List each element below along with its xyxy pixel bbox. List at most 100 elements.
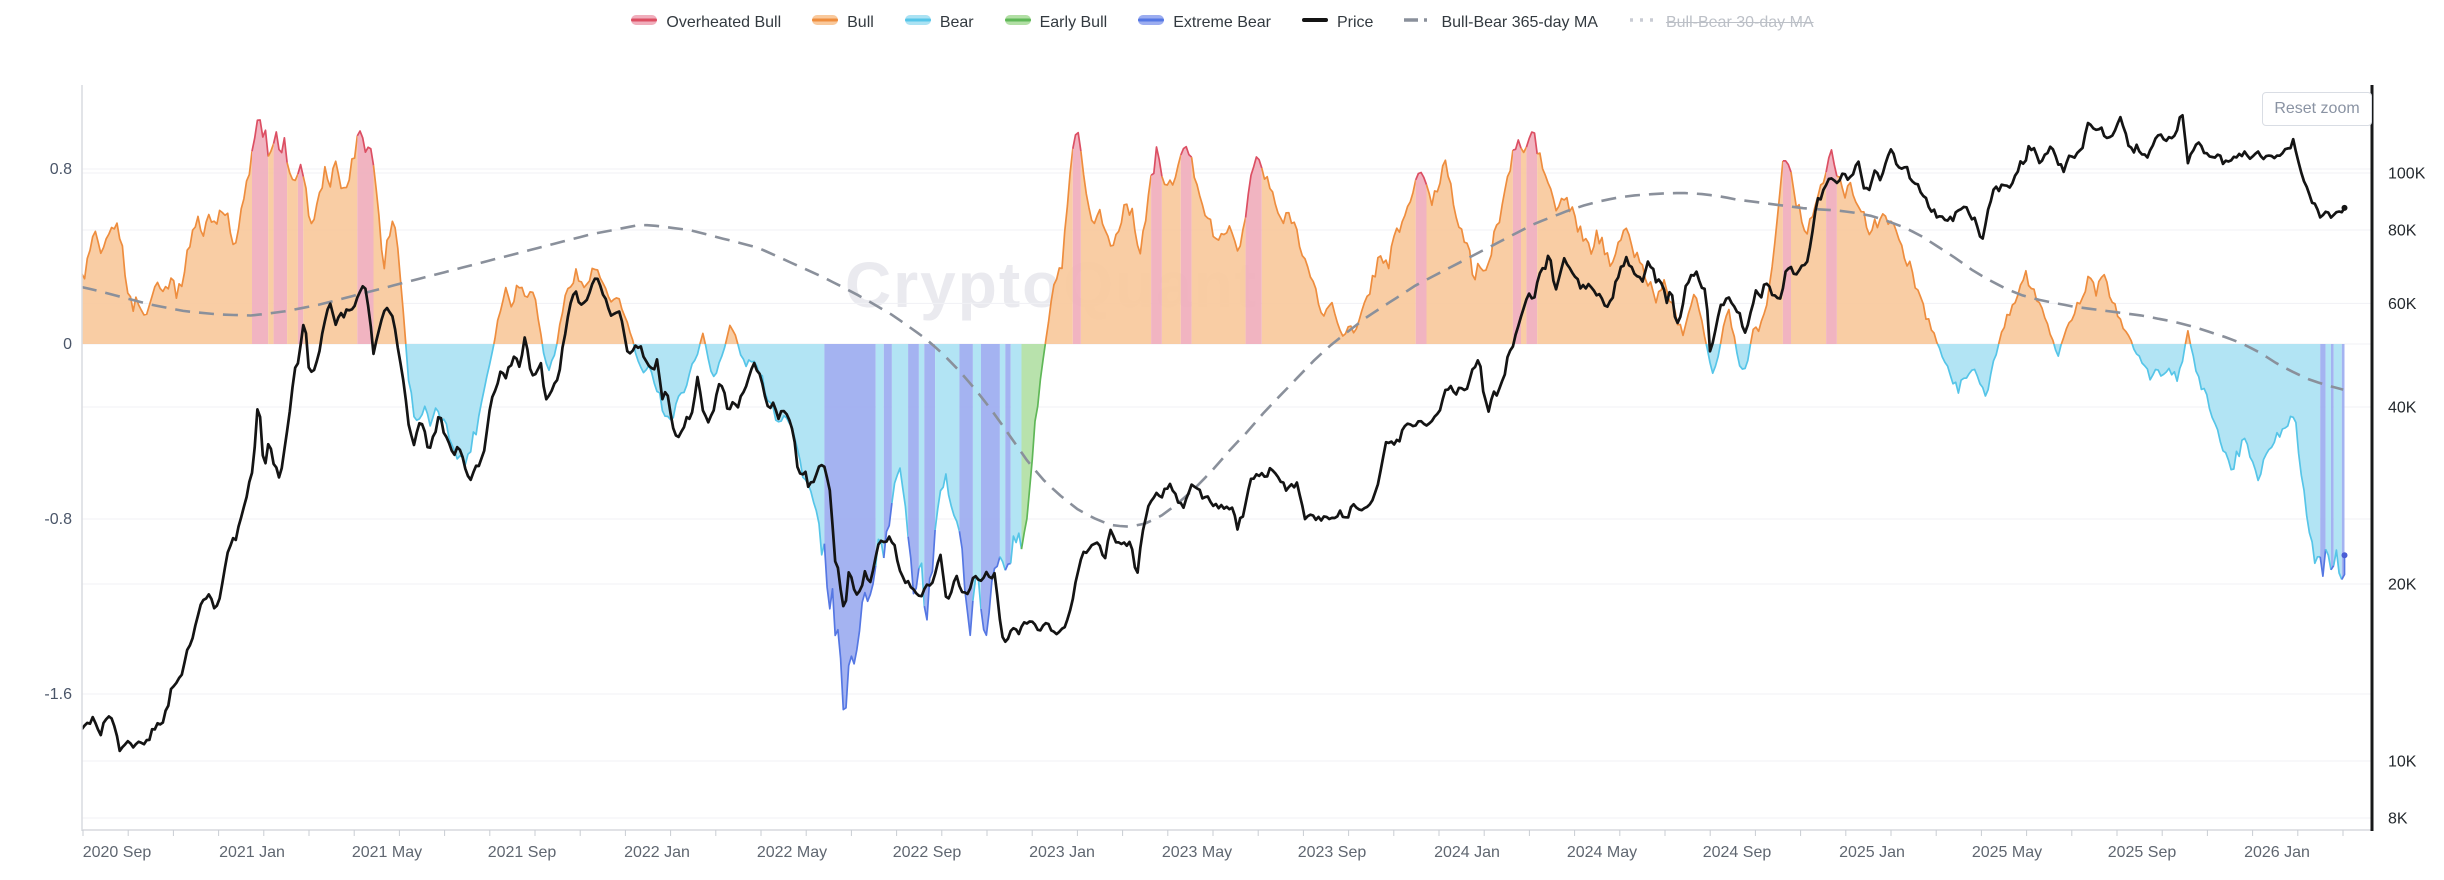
bull-line: [267, 143, 275, 157]
bear-line: [1009, 532, 1023, 564]
bull-area: [1080, 151, 1152, 344]
overheated-line: [1782, 160, 1792, 173]
legend-item-extreme-bear[interactable]: Extreme Bear: [1137, 13, 1271, 32]
bull-area: [556, 268, 634, 344]
x-axis-label: 2020 Sep: [83, 844, 152, 861]
bull-line: [493, 284, 544, 345]
bear-line: [2332, 549, 2343, 580]
bull-area: [1045, 148, 1073, 344]
right-axis-label: 100K: [2388, 166, 2426, 183]
bull-line: [1997, 269, 2055, 345]
early-line: [1020, 343, 1047, 550]
bull-line: [1260, 167, 1417, 337]
bear-line: [2131, 343, 2187, 383]
legend-swatch-price-icon: [1301, 13, 1329, 32]
bull-area: [725, 325, 738, 344]
bull-area: [1426, 150, 1513, 344]
bear-area: [542, 344, 557, 371]
overheated-area: [1180, 146, 1192, 344]
ma365-line: [82, 191, 2344, 528]
extreme-line: [823, 543, 877, 711]
bear-area: [2053, 344, 2062, 357]
legend-swatch-bull-bear-365-day-ma-icon: [1403, 13, 1433, 32]
legend-label: Price: [1337, 13, 1374, 31]
bull-line: [1719, 308, 1737, 345]
extreme-area: [883, 344, 892, 558]
legend-item-price[interactable]: Price: [1301, 13, 1373, 32]
legend-item-bull-bear-30-day-ma[interactable]: Bull-Bear 30-day MA: [1628, 13, 1814, 32]
extreme-area: [959, 344, 973, 636]
bear-area: [935, 344, 960, 532]
bull-line: [1080, 151, 1152, 255]
right-axis-label: 80K: [2388, 223, 2417, 240]
overheated-line: [1414, 171, 1428, 185]
legend-item-bull-bear-365-day-ma[interactable]: Bull-Bear 365-day MA: [1403, 13, 1598, 32]
extreme-line: [2341, 555, 2346, 580]
x-axis-label: 2022 Sep: [893, 844, 962, 861]
extreme-area: [824, 344, 876, 710]
bull-area: [2061, 274, 2133, 344]
bull-area: [1836, 176, 1938, 344]
x-axis-label: 2021 Jan: [219, 844, 285, 861]
bull-line: [1161, 154, 1182, 186]
extreme-line: [2330, 565, 2335, 571]
extreme-area: [2341, 344, 2345, 580]
overheated-line: [1071, 131, 1082, 152]
legend-item-bear[interactable]: Bear: [904, 13, 974, 32]
overheated-area: [1245, 157, 1262, 344]
extreme-area: [2320, 344, 2326, 577]
right-axis-label: 8K: [2388, 811, 2408, 828]
bull-area: [1161, 155, 1181, 344]
x-axis-label: 2023 May: [1162, 844, 1232, 861]
extreme-area: [2331, 344, 2334, 570]
legend-swatch-overheated-bull-icon: [630, 13, 658, 32]
bull-line: [1044, 148, 1074, 345]
x-axis-label: 2024 Sep: [1703, 844, 1772, 861]
overheated-line: [1512, 139, 1522, 151]
left-axis-label: 0: [63, 336, 72, 353]
legend-swatch-extreme-bear-icon: [1137, 13, 1165, 32]
extreme-area: [924, 344, 936, 620]
bear-area: [2333, 344, 2342, 580]
left-axis-label: -1.6: [44, 686, 72, 703]
bull-area: [1261, 168, 1416, 344]
overheated-area: [1826, 149, 1837, 344]
legend-swatch-bull-bear-30-day-ma-icon: [1628, 13, 1658, 32]
x-axis-label: 2026 Jan: [2244, 844, 2310, 861]
bull-line: [286, 162, 299, 182]
overheated-area: [273, 132, 288, 344]
bear-area: [2325, 344, 2331, 570]
bull-line: [1520, 146, 1528, 154]
overheated-area: [1072, 132, 1081, 344]
price-line: [82, 113, 2346, 753]
x-axis-label: 2022 May: [757, 844, 827, 861]
legend-label: Bear: [939, 13, 974, 31]
legend-item-overheated-bull[interactable]: Overheated Bull: [630, 13, 781, 32]
legend-label: Bull-Bear 365-day MA: [1441, 13, 1598, 31]
legend-label: Extreme Bear: [1173, 13, 1271, 31]
overheated-line: [356, 130, 375, 166]
x-axis-label: 2021 May: [352, 844, 422, 861]
legend-swatch-bear-icon: [904, 13, 932, 32]
bull-line: [1536, 152, 1708, 345]
overheated-area: [252, 120, 269, 344]
legend: Overheated Bull Bull Bear Early Bull Extreme…: [0, 13, 2444, 32]
legend-label: Early Bull: [1039, 13, 1108, 31]
bear-line: [541, 343, 558, 372]
legend-item-early-bull[interactable]: Early Bull: [1004, 13, 1108, 32]
extreme-line: [1004, 562, 1011, 571]
bear-area: [2190, 344, 2321, 564]
extreme-line: [980, 556, 1001, 637]
bull-line: [1190, 157, 1247, 252]
bull-line: [302, 135, 359, 225]
legend-item-bull[interactable]: Bull: [811, 13, 874, 32]
bear-line: [736, 343, 826, 556]
bear-line: [2053, 343, 2063, 357]
reset-zoom-button[interactable]: Reset zoom: [2262, 92, 2372, 126]
overheated-line: [251, 119, 270, 157]
extreme-line: [907, 536, 920, 595]
extreme-area: [1005, 344, 1011, 571]
bear-line: [1734, 343, 1752, 370]
